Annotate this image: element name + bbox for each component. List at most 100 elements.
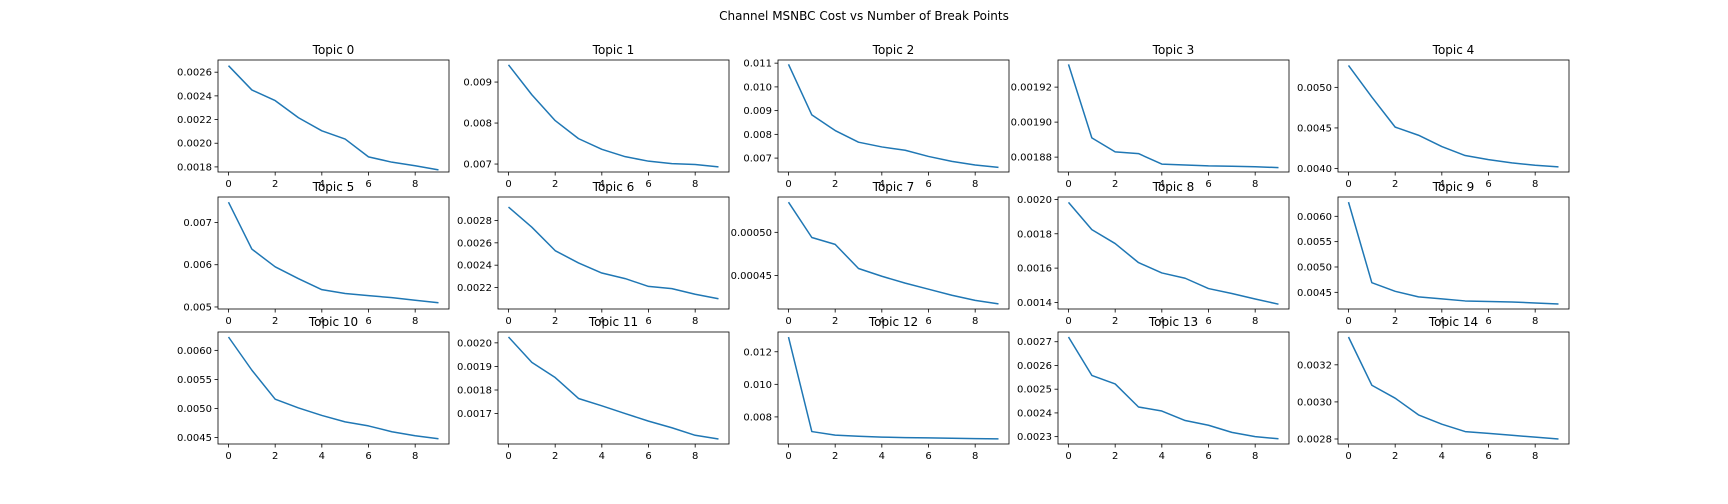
series-line (1347, 201, 1559, 305)
x-tick-label: 4 (599, 179, 605, 190)
data-point (507, 206, 509, 208)
x-tick-label: 2 (1112, 179, 1118, 190)
data-point (297, 117, 299, 119)
data-point (1091, 374, 1093, 376)
y-tick-label: 0.012 (743, 347, 772, 358)
y-tick-label: 0.00045 (731, 271, 772, 282)
series-line (507, 64, 719, 168)
y-tick-label: 0.0019 (457, 362, 492, 373)
data-point (997, 166, 999, 168)
y-tick-label: 0.00188 (1011, 153, 1052, 164)
x-tick-label: 6 (365, 316, 371, 327)
data-point (437, 169, 439, 171)
y-tick-label: 0.0027 (1017, 337, 1052, 348)
data-point (1137, 261, 1139, 263)
subplot-title: Topic 7 (872, 180, 915, 194)
data-point (554, 119, 556, 121)
y-tick-label: 0.0014 (1017, 298, 1052, 309)
series-line (787, 201, 999, 305)
subplot-topic-13: Topic 13 0 2 4 6 8 0.0023 0.0024 0.0025 0.0026 0.0… (1017, 315, 1290, 462)
figure-title: Channel MSNBC Cost vs Number of Break Po… (719, 9, 1009, 23)
data-point (951, 294, 953, 296)
data-point (927, 155, 929, 157)
x-tick-label: 0 (225, 316, 231, 327)
subplot-topic-0: Topic 0 0 2 4 6 8 0.0018 0.0020 0.0022 0.0024 0.00… (177, 43, 450, 190)
x-tick-label: 2 (1112, 316, 1118, 327)
data-point (881, 436, 883, 438)
y-tick-label: 0.00050 (731, 228, 772, 239)
x-tick-label: 0 (225, 451, 231, 462)
x-tick-label: 2 (832, 179, 838, 190)
data-point (881, 275, 883, 277)
data-point (1184, 277, 1186, 279)
data-point (554, 376, 556, 378)
x-tick-label: 0 (1065, 316, 1071, 327)
subplot-topic-12: Topic 12 0 2 4 6 8 0.008 0.010 0.012 (743, 315, 1010, 462)
axes-frame (777, 196, 1010, 310)
x-tick-label: 0 (1345, 451, 1351, 462)
x-tick-label: 0 (1065, 451, 1071, 462)
x-tick-label: 8 (412, 451, 418, 462)
data-point (1464, 154, 1466, 156)
y-tick-label: 0.010 (743, 82, 772, 93)
data-point (1441, 298, 1443, 300)
subplot-grid: Topic 0 0 2 4 6 8 0.0018 0.0020 0.0022 0.0024 0.00… (177, 43, 1570, 462)
data-point (671, 287, 673, 289)
data-point (974, 437, 976, 439)
x-tick-label: 6 (1205, 179, 1211, 190)
data-point (1441, 423, 1443, 425)
data-point (717, 438, 719, 440)
x-tick-label: 4 (1159, 451, 1165, 462)
data-point (1347, 64, 1349, 66)
data-point (437, 438, 439, 440)
y-tick-label: 0.007 (743, 154, 772, 165)
axes-frame (497, 196, 730, 310)
x-tick-label: 2 (272, 451, 278, 462)
y-tick-label: 0.0040 (1297, 164, 1332, 175)
data-point (507, 336, 509, 338)
y-tick-label: 0.0060 (177, 346, 212, 357)
y-tick-label: 0.0024 (457, 261, 492, 272)
data-point (997, 303, 999, 305)
data-point (1067, 63, 1069, 65)
data-point (531, 94, 533, 96)
y-tick-label: 0.0022 (177, 115, 212, 126)
data-point (927, 437, 929, 439)
subplot-title: Topic 1 (592, 43, 635, 57)
y-tick-label: 0.0050 (1297, 262, 1332, 273)
subplot-title: Topic 3 (1152, 43, 1195, 57)
subplot-topic-8: Topic 8 0 2 4 6 8 0.0014 0.0016 0.0018 0.0020 (1017, 180, 1290, 327)
data-point (951, 437, 953, 439)
data-point (1161, 272, 1163, 274)
axes-frame (1057, 331, 1290, 445)
data-point (1184, 164, 1186, 166)
data-point (834, 434, 836, 436)
data-point (1557, 438, 1559, 440)
x-tick-label: 0 (225, 179, 231, 190)
data-point (787, 201, 789, 203)
x-tick-label: 4 (1439, 179, 1445, 190)
data-point (1417, 414, 1419, 416)
subplot-title: Topic 12 (868, 315, 918, 329)
subplot-topic-5: Topic 5 0 2 4 6 8 0.005 0.006 0.007 (183, 180, 450, 327)
data-point (227, 64, 229, 66)
y-tick-label: 0.0028 (457, 216, 492, 227)
data-point (251, 369, 253, 371)
x-tick-label: 4 (319, 316, 325, 327)
x-tick-label: 4 (1159, 179, 1165, 190)
series-line (1067, 64, 1279, 169)
data-point (1534, 164, 1536, 166)
data-point (1277, 166, 1279, 168)
data-point (671, 427, 673, 429)
data-point (811, 430, 813, 432)
series-line (1347, 64, 1559, 168)
data-point (1114, 242, 1116, 244)
data-point (1067, 201, 1069, 203)
data-point (1254, 298, 1256, 300)
data-point (1511, 301, 1513, 303)
subplot-title: Topic 4 (1432, 43, 1475, 57)
data-point (624, 277, 626, 279)
data-point (507, 64, 509, 66)
x-tick-label: 4 (879, 451, 885, 462)
x-tick-label: 6 (1485, 316, 1491, 327)
